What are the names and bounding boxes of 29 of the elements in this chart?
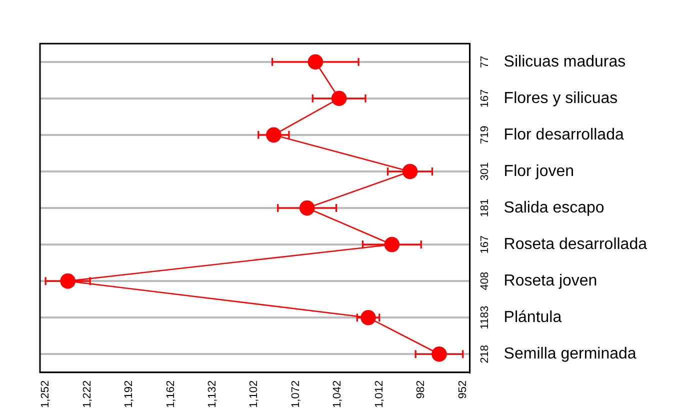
x-tick-label: 1,072 xyxy=(290,380,302,408)
y-tick-label: Semilla germinada xyxy=(504,346,636,363)
x-tick-label: 1,132 xyxy=(206,380,219,408)
y-tick-label: Roseta desarrollada xyxy=(504,236,648,253)
x-tick-label: 1,042 xyxy=(332,380,344,408)
y-tick-label: Silicuas maduras xyxy=(504,53,626,70)
text: 719 xyxy=(478,126,491,144)
text: 167 xyxy=(478,89,491,108)
x-tick-label: 1,192 xyxy=(123,380,136,408)
text: 181 xyxy=(478,198,491,218)
y-tick-label: Salida escapo xyxy=(504,199,604,216)
x-tick-label: 1,102 xyxy=(248,380,260,408)
x-tick-label: 1,222 xyxy=(81,380,94,408)
x-tick-label: 1,012 xyxy=(373,380,386,408)
x-tick-label: 952 xyxy=(456,380,469,399)
text: 301 xyxy=(478,162,491,181)
text: 1183 xyxy=(478,306,491,330)
y-tick-label: Roseta joven xyxy=(504,272,598,290)
y-tick-label: Plántula xyxy=(504,309,562,326)
text: 77 xyxy=(478,56,491,68)
x-tick-label: 982 xyxy=(415,380,428,399)
y-tick-label: Flor desarrollada xyxy=(504,126,624,144)
y-tick-label: Flores y silicuas xyxy=(504,90,618,107)
y-tick-label: Flor joven xyxy=(504,162,574,180)
x-tick-label: 1,162 xyxy=(164,380,177,408)
text: 218 xyxy=(478,344,491,364)
text: 167 xyxy=(478,235,491,254)
text: 408 xyxy=(478,272,491,290)
x-tick-label: 1,252 xyxy=(40,380,52,408)
